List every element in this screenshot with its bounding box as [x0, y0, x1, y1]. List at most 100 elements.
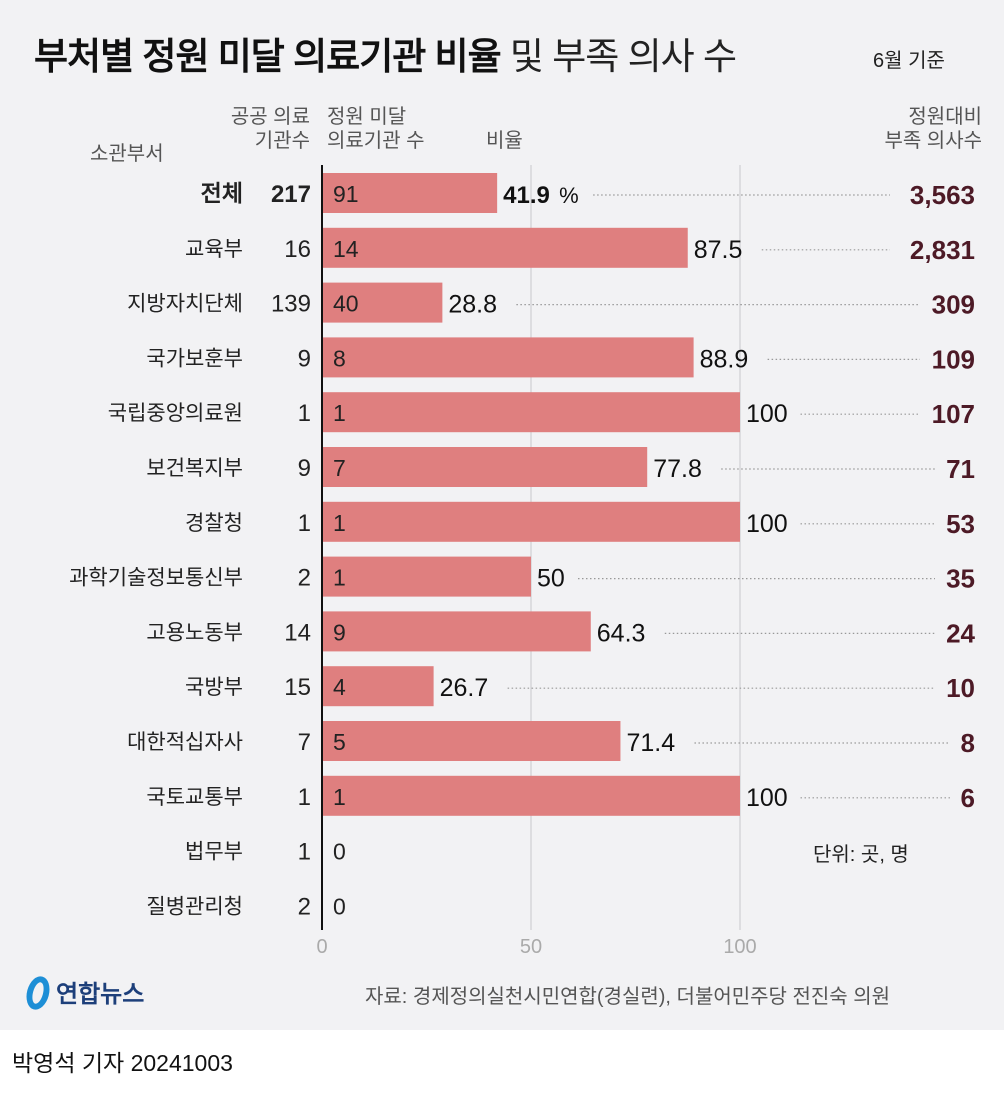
logo-text: 연합뉴스: [56, 981, 144, 1008]
public-count: 9: [298, 345, 311, 372]
shortage-value: 8: [961, 728, 975, 758]
shortage-value: 24: [946, 618, 975, 648]
header-public-line1: 공공 의료: [230, 106, 310, 128]
ratio-label: 28.8: [448, 291, 497, 319]
ratio-label: 100: [746, 510, 788, 538]
public-count: 1: [298, 784, 311, 811]
under-count: 4: [333, 674, 346, 700]
under-count: 91: [333, 181, 359, 207]
source-note: 자료: 경제정의실천시민연합(경실련), 더불어민주당 전진숙 의원: [365, 986, 891, 1008]
public-count: 139: [271, 291, 311, 318]
public-count: 14: [284, 619, 311, 646]
basis-date: 6월 기준: [873, 50, 945, 72]
yonhap-logo-icon: 연합뉴스: [26, 976, 144, 1010]
public-count: 2: [298, 893, 311, 920]
title-sub: 및 부족 의사 수: [509, 36, 737, 77]
under-count: 1: [333, 784, 346, 810]
ratio-label: 100: [746, 400, 788, 428]
dept-label: 질병관리청: [146, 895, 243, 918]
ratio-label: 64.3: [597, 619, 646, 647]
shortage-value: 6: [961, 783, 975, 813]
under-count: 1: [333, 565, 346, 591]
header-shortage: 정원대비 부족 의사수: [884, 105, 982, 153]
public-count: 1: [298, 839, 311, 866]
dept-label: 보건복지부: [146, 457, 243, 480]
public-count: 15: [284, 674, 311, 701]
public-count: 2: [298, 565, 311, 592]
dept-label: 전체: [201, 180, 243, 206]
bar: [322, 666, 434, 707]
bar: [322, 721, 621, 761]
bar: [322, 556, 531, 597]
under-count: 0: [333, 893, 346, 919]
public-count: 7: [298, 729, 311, 756]
x-tick-label: 50: [520, 936, 542, 958]
chart-title: 부처별 정원 미달 의료기관 비율 및 부족 의사 수: [34, 26, 737, 80]
bar: [322, 611, 591, 652]
under-count: 0: [333, 839, 346, 865]
byline: 박영석 기자 20241003: [12, 1050, 233, 1076]
public-count: 9: [298, 455, 311, 482]
shortage-value: 107: [932, 399, 975, 429]
shortage-value: 2,831: [910, 235, 975, 265]
ratio-label: 50: [537, 565, 565, 593]
under-count: 7: [333, 455, 346, 481]
header-under: 정원 미달 의료기관 수: [327, 105, 425, 153]
bar: [322, 775, 740, 816]
bar: [322, 337, 694, 378]
under-count: 1: [333, 400, 346, 426]
shortage-value: 35: [946, 564, 975, 594]
ratio-label: 100: [746, 784, 788, 812]
shortage-value: 10: [946, 673, 975, 703]
unit-label: 단위: 곳, 명: [813, 844, 909, 866]
bar: [322, 173, 498, 213]
bar: [322, 282, 443, 323]
x-tick-label: 100: [723, 936, 756, 958]
header-under-line2: 의료기관 수: [327, 130, 425, 152]
header-ratio: 비율: [486, 130, 523, 152]
dept-label: 고용노동부: [146, 621, 243, 644]
header-under-line1: 정원 미달: [327, 106, 407, 128]
yonhap-logo: 연합뉴스: [22, 972, 172, 1019]
bar: [322, 447, 648, 487]
dept-label: 교육부: [185, 238, 243, 261]
public-count: 1: [298, 400, 311, 427]
under-count: 5: [333, 729, 346, 755]
dept-label: 국토교통부: [146, 786, 243, 809]
under-count: 40: [333, 291, 359, 317]
public-count: 1: [298, 510, 311, 537]
under-count: 1: [333, 510, 346, 536]
under-count: 8: [333, 345, 346, 371]
dept-label: 대한적십자사: [127, 731, 243, 754]
header-shortage-line2: 부족 의사수: [884, 130, 982, 152]
header-dept: 소관부서: [90, 143, 164, 165]
dept-label: 국방부: [185, 676, 243, 699]
ratio-label: 88.9: [700, 345, 749, 373]
dept-label: 국가보훈부: [146, 347, 243, 370]
ratio-label: 41.9: [503, 182, 550, 209]
under-count: 14: [333, 236, 359, 262]
under-count: 9: [333, 619, 346, 645]
header-public: 공공 의료 기관수: [231, 105, 310, 153]
public-count: 16: [284, 236, 311, 263]
shortage-value: 53: [946, 509, 975, 539]
bar: [322, 227, 688, 268]
header-public-line2: 기관수: [254, 130, 310, 152]
bar: [322, 392, 740, 433]
dept-label: 과학기술정보통신부: [69, 567, 243, 590]
public-count: 217: [271, 181, 311, 208]
ratio-label: 77.8: [653, 455, 702, 483]
ratio-label: 26.7: [440, 674, 489, 702]
dept-label: 경찰청: [185, 512, 243, 535]
shortage-value: 3,563: [910, 180, 975, 210]
dept-label: 지방자치단체: [127, 293, 243, 316]
shortage-value: 71: [946, 454, 975, 484]
bar: [322, 501, 740, 542]
ratio-label: 71.4: [626, 729, 675, 757]
ratio-label: 87.5: [694, 236, 743, 264]
percent-sign: %: [559, 183, 579, 208]
x-tick-label: 0: [316, 936, 327, 958]
shortage-value: 309: [932, 290, 975, 320]
dept-label: 국립중앙의료원: [108, 402, 243, 425]
